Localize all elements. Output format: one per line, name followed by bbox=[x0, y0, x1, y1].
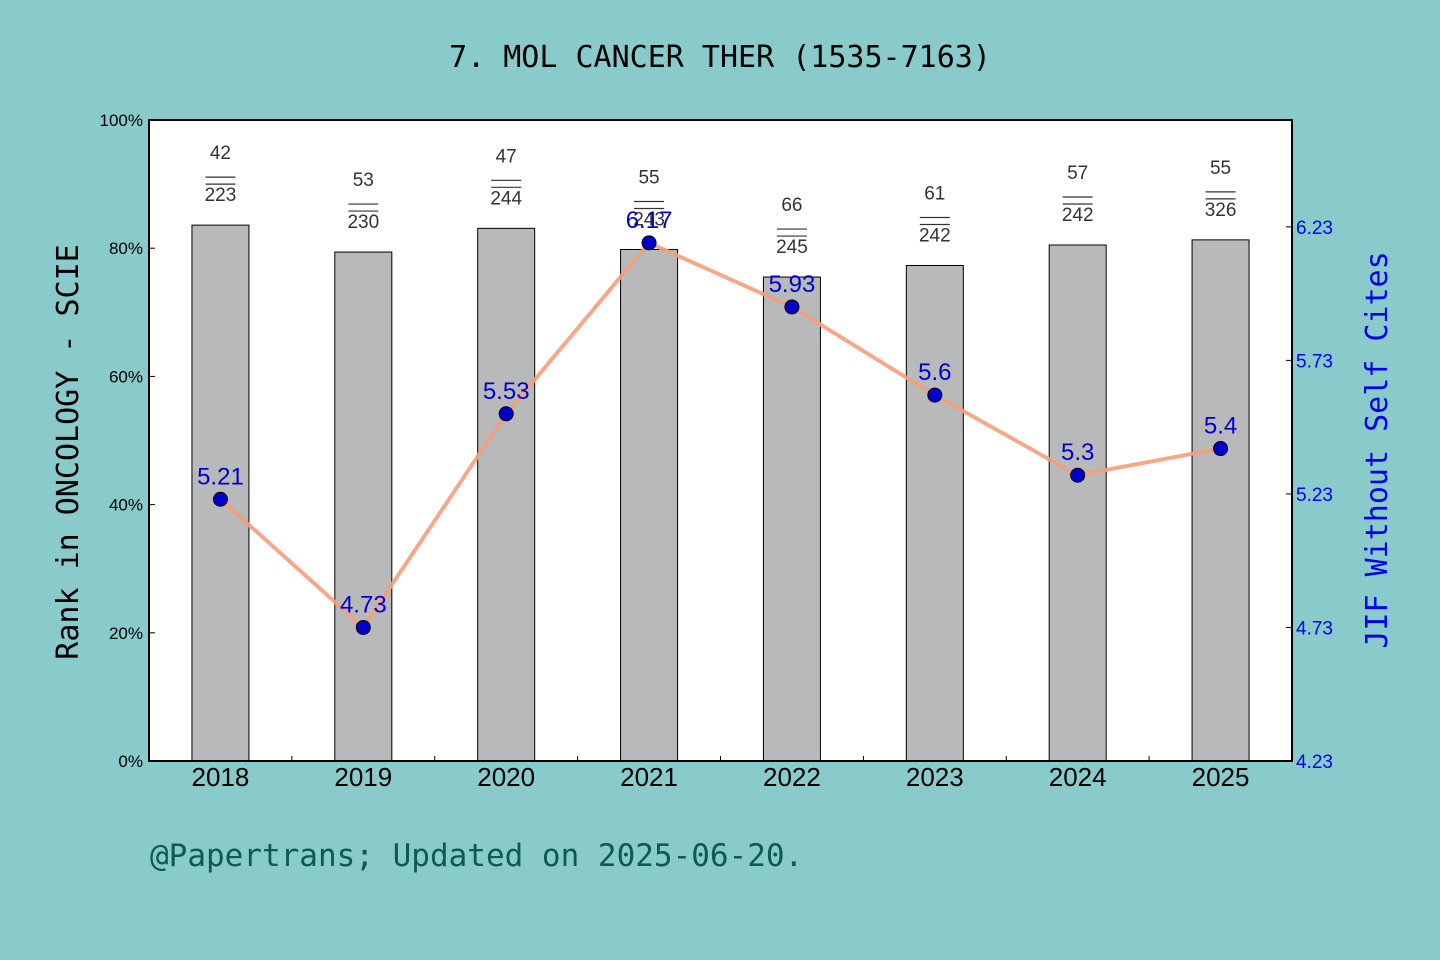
line-layer: 5.21 4.73 5.53 6.17 5.93 5.6 5.3 5.4 bbox=[197, 207, 1237, 635]
bar bbox=[1191, 239, 1250, 762]
bar bbox=[620, 248, 679, 762]
bar-total-label: 243 bbox=[633, 209, 665, 230]
bar bbox=[905, 265, 964, 762]
jif-value-label: 4.73 bbox=[340, 591, 387, 618]
jif-value-label: 5.4 bbox=[1204, 413, 1237, 440]
bar-total-label: 242 bbox=[919, 226, 951, 247]
bar-total-label: 326 bbox=[1205, 200, 1237, 221]
x-tick-label: 2023 bbox=[906, 762, 964, 792]
bar-rank-label: 61 bbox=[924, 184, 945, 205]
bar-total-label: 230 bbox=[347, 212, 379, 233]
x-tick-label: 2021 bbox=[620, 762, 678, 792]
jif-value-label: 5.93 bbox=[769, 271, 816, 298]
jif-point bbox=[1213, 441, 1229, 457]
bar-rank-label: 66 bbox=[781, 195, 802, 216]
chart-title: 7. MOL CANCER THER (1535-7163) bbox=[449, 40, 991, 75]
jif-value-label: 6.17 bbox=[626, 207, 673, 234]
jif-value-label: 5.3 bbox=[1061, 439, 1094, 466]
y2-axis-label: JIF Without Self Cites bbox=[1360, 251, 1395, 648]
x-tick-label: 2020 bbox=[477, 762, 535, 792]
x-tick-label: 2022 bbox=[763, 762, 821, 792]
jif-point bbox=[212, 491, 228, 507]
footer-note: @Papertrans; Updated on 2025-06-20. bbox=[150, 838, 803, 874]
bar-total-label: 245 bbox=[776, 237, 808, 258]
y-tick-label: 60% bbox=[109, 367, 143, 386]
y2-tick-label: 4.23 bbox=[1296, 752, 1333, 773]
bar-rank-label: 55 bbox=[638, 167, 659, 188]
x-tick-label: 2019 bbox=[334, 762, 392, 792]
bars-layer: 42 223 53 230 47 244 55 243 66 245 61 242 57 242 55 326 bbox=[191, 143, 1250, 762]
jif-point bbox=[784, 299, 800, 315]
jif-point bbox=[498, 406, 514, 422]
jif-value-label: 5.53 bbox=[483, 378, 530, 405]
y-tick-label: 40% bbox=[109, 496, 143, 515]
bar bbox=[762, 276, 821, 762]
bar bbox=[1048, 244, 1107, 762]
y2-tick-label: 5.23 bbox=[1296, 485, 1333, 506]
y-tick-label: 20% bbox=[109, 624, 143, 643]
plot-area bbox=[149, 120, 1292, 761]
jif-value-label: 5.21 bbox=[197, 463, 244, 490]
y-axis-label: Rank in ONCOLOGY - SCIE bbox=[51, 244, 86, 659]
bar-total-label: 244 bbox=[490, 188, 522, 209]
jif-value-label: 5.6 bbox=[918, 359, 951, 386]
y2-tick-label: 4.73 bbox=[1296, 618, 1333, 639]
bar-rank-label: 55 bbox=[1210, 158, 1231, 179]
bar-total-label: 242 bbox=[1062, 205, 1094, 226]
jif-point bbox=[1070, 467, 1086, 483]
bar-rank-label: 57 bbox=[1067, 163, 1088, 184]
y-tick-label: 0% bbox=[118, 752, 143, 771]
bar-rank-label: 42 bbox=[210, 143, 231, 164]
x-tick-label: 2024 bbox=[1049, 762, 1107, 792]
bar bbox=[477, 227, 536, 762]
bar bbox=[334, 251, 393, 762]
x-tick-label: 2018 bbox=[192, 762, 250, 792]
y-tick-label: 80% bbox=[109, 239, 143, 258]
bar-rank-label: 53 bbox=[353, 170, 374, 191]
jif-point bbox=[641, 235, 657, 251]
jif-point bbox=[927, 387, 943, 403]
bar-rank-label: 47 bbox=[496, 146, 517, 167]
axes-layer: 0% 20% 40% 60% 80% 100% 4.23 4.73 5.23 5.73 6.23 20… bbox=[100, 111, 1333, 792]
y2-tick-label: 6.23 bbox=[1296, 218, 1333, 239]
x-tick-label: 2025 bbox=[1192, 762, 1250, 792]
jif-point bbox=[355, 619, 371, 635]
y-tick-label: 100% bbox=[100, 111, 143, 130]
y2-tick-label: 5.73 bbox=[1296, 351, 1333, 372]
bar-total-label: 223 bbox=[205, 185, 237, 206]
jif-line bbox=[219, 240, 1221, 630]
